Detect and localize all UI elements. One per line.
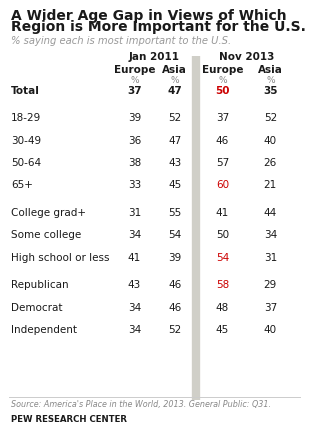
Text: 34: 34 [128,230,141,240]
Text: Total: Total [11,86,40,95]
Text: 37: 37 [216,113,229,123]
Text: Asia: Asia [258,65,283,75]
Text: 52: 52 [168,325,181,335]
Text: 29: 29 [264,280,277,290]
Text: 41: 41 [216,208,229,218]
Text: 60: 60 [216,180,229,190]
Text: 34: 34 [264,230,277,240]
Text: 39: 39 [168,253,181,262]
Text: 52: 52 [168,113,181,123]
Text: 46: 46 [216,136,229,146]
Text: College grad+: College grad+ [11,208,86,218]
Text: 50: 50 [215,86,230,95]
Text: Source: America's Place in the World, 2013. General Public: Q31.: Source: America's Place in the World, 20… [11,400,271,409]
Text: 46: 46 [168,280,181,290]
Text: 54: 54 [168,230,181,240]
Text: 18-29: 18-29 [11,113,41,123]
Text: 31: 31 [264,253,277,262]
Text: 65+: 65+ [11,180,33,190]
Text: Region is More Important for the U.S.: Region is More Important for the U.S. [11,20,306,34]
Text: 40: 40 [264,136,277,146]
Text: 38: 38 [128,158,141,168]
Text: 52: 52 [264,113,277,123]
Text: 35: 35 [263,86,277,95]
Text: %: % [266,76,275,85]
Text: 41: 41 [128,253,141,262]
Text: 58: 58 [216,280,229,290]
Text: Some college: Some college [11,230,81,240]
Text: 34: 34 [128,325,141,335]
Text: 43: 43 [168,158,181,168]
Text: 45: 45 [216,325,229,335]
Text: 45: 45 [168,180,181,190]
Text: A Wider Age Gap in Views of Which: A Wider Age Gap in Views of Which [11,9,286,24]
Text: Independent: Independent [11,325,77,335]
Text: 47: 47 [167,86,182,95]
Text: 37: 37 [127,86,142,95]
Text: 33: 33 [128,180,141,190]
Text: 57: 57 [216,158,229,168]
Text: 55: 55 [168,208,181,218]
Text: %: % [130,76,139,85]
Text: PEW RESEARCH CENTER: PEW RESEARCH CENTER [11,415,127,424]
Text: 21: 21 [264,180,277,190]
Text: Republican: Republican [11,280,68,290]
Text: %: % [170,76,179,85]
Text: 47: 47 [168,136,181,146]
Text: Europe: Europe [202,65,243,75]
Text: % saying each is most important to the U.S.: % saying each is most important to the U… [11,36,231,46]
Text: 36: 36 [128,136,141,146]
Text: 46: 46 [168,303,181,312]
Text: 40: 40 [264,325,277,335]
Text: 37: 37 [264,303,277,312]
Text: Nov 2013: Nov 2013 [219,52,274,62]
Text: 43: 43 [128,280,141,290]
Text: Europe: Europe [114,65,155,75]
Text: 44: 44 [264,208,277,218]
Text: Democrat: Democrat [11,303,62,312]
Text: 26: 26 [264,158,277,168]
Text: 54: 54 [216,253,229,262]
Text: 50: 50 [216,230,229,240]
Text: 31: 31 [128,208,141,218]
Text: 39: 39 [128,113,141,123]
Text: Asia: Asia [162,65,187,75]
Text: 30-49: 30-49 [11,136,41,146]
Text: Jan 2011: Jan 2011 [129,52,180,62]
Text: 34: 34 [128,303,141,312]
Text: %: % [218,76,227,85]
Text: High school or less: High school or less [11,253,109,262]
Text: 48: 48 [216,303,229,312]
Text: 50-64: 50-64 [11,158,41,168]
